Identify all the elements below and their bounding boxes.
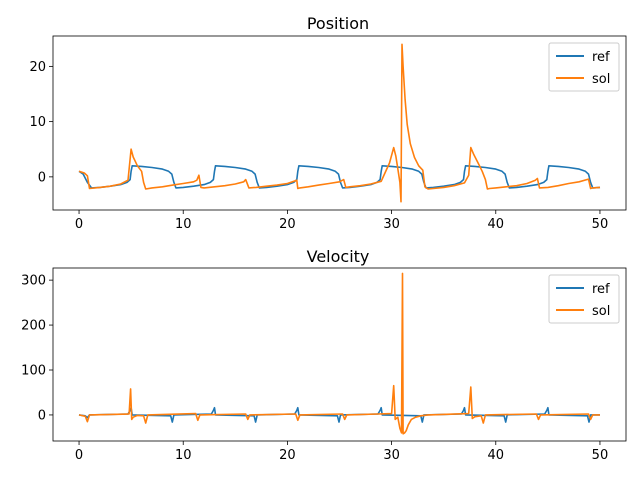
velocity-plot-area xyxy=(78,272,600,435)
velocity-x-tick-label: 20 xyxy=(279,448,296,463)
position-y-tick-label: 20 xyxy=(29,60,46,75)
position-legend-label-sol: sol xyxy=(592,72,610,87)
velocity-axes-frame xyxy=(52,267,627,442)
position-x-tick-label: 30 xyxy=(383,217,400,232)
position-x-tick-label: 10 xyxy=(175,217,192,232)
velocity-legend-label-sol: sol xyxy=(592,304,610,319)
position-series-ref-line xyxy=(78,165,601,189)
velocity-y-tick-label: 300 xyxy=(21,274,46,289)
position-panel: Position 0 10 20 30 40 50 0 10 20 ref sol xyxy=(29,14,627,232)
position-y-tick-label: 0 xyxy=(38,170,46,185)
velocity-x-ticks: 0 10 20 30 40 50 xyxy=(75,441,608,463)
position-series-sol-line xyxy=(78,43,601,203)
velocity-title: Velocity xyxy=(307,247,370,266)
velocity-x-tick-label: 50 xyxy=(592,448,609,463)
position-y-tick-label: 10 xyxy=(29,115,46,130)
position-x-tick-label: 0 xyxy=(75,217,83,232)
position-x-tick-label: 50 xyxy=(592,217,609,232)
velocity-y-ticks: 0 100 200 300 xyxy=(21,274,53,423)
position-x-tick-label: 40 xyxy=(487,217,504,232)
position-x-ticks: 0 10 20 30 40 50 xyxy=(75,210,608,232)
position-legend: ref sol xyxy=(548,42,620,92)
velocity-panel: Velocity 0 10 20 30 40 50 0 100 200 300 ref sol xyxy=(21,247,627,463)
velocity-x-tick-label: 40 xyxy=(487,448,504,463)
position-x-tick-label: 20 xyxy=(279,217,296,232)
velocity-legend-label-ref: ref xyxy=(592,282,610,297)
velocity-y-tick-label: 100 xyxy=(21,364,46,379)
position-title: Position xyxy=(307,14,369,33)
velocity-x-tick-label: 10 xyxy=(175,448,192,463)
position-y-ticks: 0 10 20 xyxy=(29,60,53,185)
velocity-x-tick-label: 0 xyxy=(75,448,83,463)
position-legend-label-ref: ref xyxy=(592,50,610,65)
velocity-legend: ref sol xyxy=(548,274,620,324)
velocity-y-tick-label: 200 xyxy=(21,319,46,334)
velocity-x-tick-label: 30 xyxy=(383,448,400,463)
velocity-y-tick-label: 0 xyxy=(38,408,46,423)
position-axes-frame xyxy=(52,35,627,211)
velocity-series-sol-line xyxy=(78,272,600,435)
position-plot-area xyxy=(78,43,601,203)
